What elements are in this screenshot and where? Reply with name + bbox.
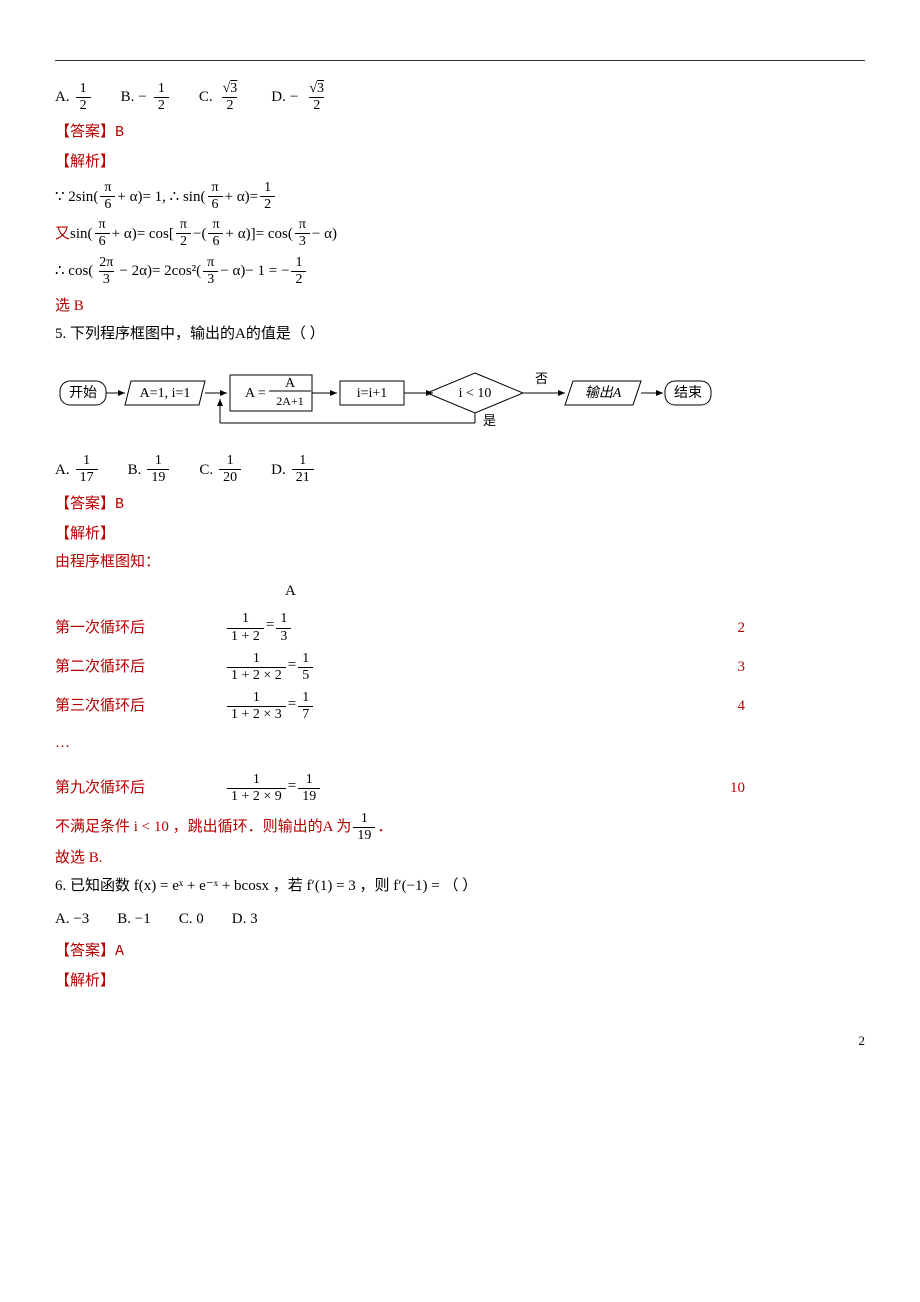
option-label: D. <box>271 83 286 112</box>
q5-stem: 5. 下列程序框图中，输出的A的值是（ ） <box>55 320 865 349</box>
q6-explain-label: 【解析】 <box>55 967 865 996</box>
svg-text:是: 是 <box>483 413 496 428</box>
q5-conclusion: 故选 B. <box>55 844 865 873</box>
q5-option-c: C. 120 <box>199 453 243 486</box>
q5-intro: 由程序框图知： <box>55 548 865 577</box>
page-number: 2 <box>55 1029 865 1054</box>
q5-final: 不满足条件 i < 10 ，跳出循环．则输出的A 为 119 ． <box>55 811 865 844</box>
q4-option-b: B. − 1 2 <box>121 81 171 114</box>
option-label: A. <box>55 83 70 112</box>
q4-option-d: D. − √3 2 <box>271 81 330 114</box>
svg-text:否: 否 <box>535 371 548 386</box>
option-label: C. <box>199 83 213 112</box>
q5-option-b: B. 119 <box>128 453 172 486</box>
iter-row: 第一次循环后 11 + 2 = 13 2 <box>55 611 865 644</box>
svg-text:i=i+1: i=i+1 <box>357 386 388 401</box>
q6-answer: 【答案】A <box>55 937 865 967</box>
q5-answer: 【答案】B <box>55 490 865 520</box>
q6-option-b: B. −1 <box>117 905 150 934</box>
fraction: 1 2 <box>154 81 169 114</box>
q5-options: A. 117 B. 119 C. 120 D. 121 <box>55 453 865 486</box>
q5-iterations: 第一次循环后 11 + 2 = 13 2 第二次循环后 11 + 2 × 2 =… <box>55 611 865 723</box>
svg-text:开始: 开始 <box>69 385 97 401</box>
q4-explain-label: 【解析】 <box>55 148 865 177</box>
iter-row: 第二次循环后 11 + 2 × 2 = 15 3 <box>55 651 865 684</box>
q5-table-header: A <box>55 577 865 606</box>
svg-text:输出A: 输出A <box>585 385 622 401</box>
q5-flowchart: 开始 A=1, i=1 A = A 2A+1 i=i+1 i < 10 否 是 … <box>55 359 865 440</box>
q5-option-a: A. 117 <box>55 453 100 486</box>
top-horizontal-rule <box>55 60 865 61</box>
svg-text:2A+1: 2A+1 <box>276 394 303 408</box>
option-label: B. <box>121 83 135 112</box>
q4-conclusion: 选 B <box>55 292 865 321</box>
svg-text:A =: A = <box>245 386 266 401</box>
q4-option-a: A. 1 2 <box>55 81 93 114</box>
q6-options: A. −3 B. −1 C. 0 D. 3 <box>55 905 865 934</box>
fraction: √3 2 <box>219 81 242 114</box>
q6-option-d: D. 3 <box>232 905 258 934</box>
q5-dots: … <box>55 729 865 758</box>
fraction: 1 2 <box>76 81 91 114</box>
q4-step1: ∵ 2sin ( π6 + α ) = 1, ∴ sin ( π6 + α ) … <box>55 180 865 213</box>
q4-options: A. 1 2 B. − 1 2 C. √3 2 D. − √3 2 <box>55 81 865 114</box>
q5-explain-label: 【解析】 <box>55 520 865 549</box>
col-A: A <box>225 577 585 606</box>
iter-row: 第三次循环后 11 + 2 × 3 = 17 4 <box>55 690 865 723</box>
svg-text:结束: 结束 <box>674 385 702 401</box>
q4-option-c: C. √3 2 <box>199 81 243 114</box>
svg-text:A: A <box>285 376 296 391</box>
q4-step2: 又 sin ( π6 + α ) = cos [ π2 − ( π6 + α )… <box>55 217 865 250</box>
q6-stem: 6. 已知函数 f(x) = eˣ + e⁻ˣ + bcosx ，若 f′(1)… <box>55 872 865 901</box>
q6-option-c: C. 0 <box>179 905 204 934</box>
fraction: √3 2 <box>305 81 328 114</box>
iter-row-last: 第九次循环后 11 + 2 × 9 = 119 10 <box>55 772 865 805</box>
svg-text:i < 10: i < 10 <box>459 386 492 401</box>
q5-option-d: D. 121 <box>271 453 316 486</box>
q4-step3: ∴ cos ( 2π3 − 2α ) = 2cos² ( π3 − α ) − … <box>55 255 865 288</box>
q6-option-a: A. −3 <box>55 905 89 934</box>
q4-answer: 【答案】B <box>55 118 865 148</box>
svg-text:A=1, i=1: A=1, i=1 <box>140 386 191 401</box>
